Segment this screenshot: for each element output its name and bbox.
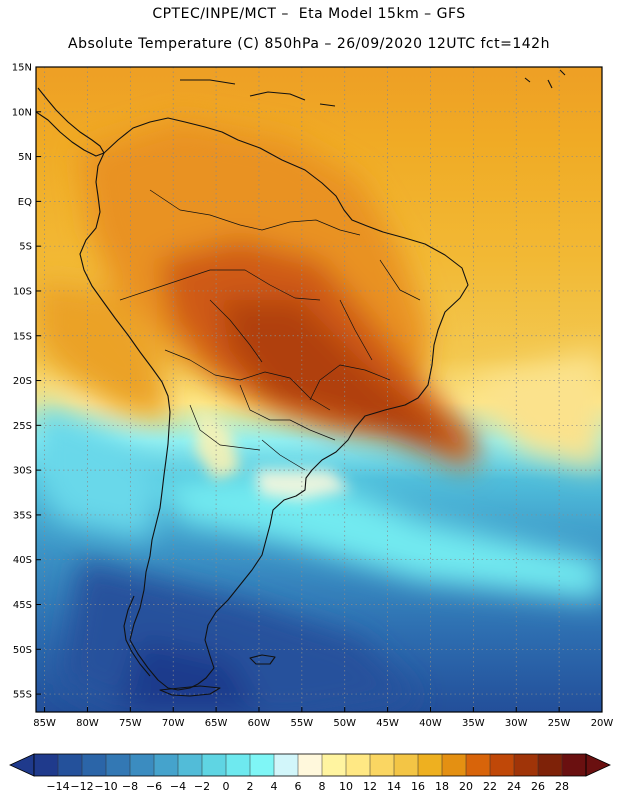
colorbar-swatch <box>106 754 131 776</box>
colorbar-label: 12 <box>363 780 377 793</box>
colorbar-label: 14 <box>387 780 401 793</box>
lat-tick-label: 5N <box>18 152 32 163</box>
colorbar-swatch <box>418 754 443 776</box>
lon-tick-label: 50W <box>333 718 356 729</box>
temperature-field <box>36 67 602 712</box>
colorbar-swatch <box>490 754 515 776</box>
colorbar-swatch <box>298 754 323 776</box>
lon-tick-label: 20W <box>591 718 614 729</box>
lat-tick-label: EQ <box>18 197 32 208</box>
colorbar-swatch <box>178 754 203 776</box>
colorbar-label: −14 <box>46 780 69 793</box>
colorbar-under-arrow <box>9 753 35 777</box>
lon-tick-label: 40W <box>419 718 442 729</box>
colorbar-label: 8 <box>319 780 326 793</box>
colorbar-label: 4 <box>271 780 278 793</box>
south-america-coastline <box>79 117 469 691</box>
lat-tick-label: 20S <box>13 376 32 387</box>
colorbar-label: −10 <box>94 780 117 793</box>
lon-tick-label: 85W <box>33 718 56 729</box>
lat-tick-label: 15S <box>13 331 32 342</box>
colorbar-label: 2 <box>247 780 254 793</box>
colorbar-label: 28 <box>555 780 569 793</box>
colorbar-swatch <box>562 754 587 776</box>
coastlines <box>36 69 566 697</box>
lon-tick-label: 30W <box>505 718 528 729</box>
colorbar-swatch <box>130 754 155 776</box>
lon-tick-label: 75W <box>119 718 142 729</box>
colorbar-label: 22 <box>483 780 497 793</box>
colorbar-swatch <box>370 754 395 776</box>
colorbar-swatch <box>58 754 83 776</box>
lon-tick-label: 45W <box>376 718 399 729</box>
lat-tick-label: 5S <box>19 242 32 253</box>
title-line-2: Absolute Temperature (C) 850hPa – 26/09/… <box>68 36 550 52</box>
lat-tick-label: 15N <box>12 63 32 74</box>
colorbar-swatch <box>250 754 275 776</box>
colorbar-swatch <box>514 754 539 776</box>
lon-tick-label: 25W <box>548 718 571 729</box>
colorbar-label: −6 <box>146 780 162 793</box>
longitude-axis: 85W 80W 75W 70W 65W 60W 55W 50W 45W 40W 35W 30W 25W 2… <box>33 707 613 729</box>
latitude-axis: 15N 10N 5N EQ 5S 10S 15S 20S 25S 30S 35S 40S 45S 50S 5… <box>12 63 41 701</box>
lon-tick-label: 60W <box>248 718 271 729</box>
lat-tick-label: 50S <box>13 645 32 656</box>
colorbar-label: −8 <box>122 780 138 793</box>
colorbar-swatch <box>34 754 59 776</box>
lon-tick-label: 80W <box>76 718 99 729</box>
colorbar-label: 16 <box>411 780 425 793</box>
lon-tick-label: 65W <box>205 718 228 729</box>
lat-tick-label: 10N <box>12 107 32 118</box>
colorbar-swatch <box>82 754 107 776</box>
colorbar-label: −12 <box>70 780 93 793</box>
title-line-1: CPTEC/INPE/MCT – Eta Model 15km – GFS <box>152 6 466 22</box>
falkland-islands <box>249 654 276 665</box>
country-borders <box>119 189 421 471</box>
lat-tick-label: 10S <box>13 286 32 297</box>
colorbar-swatch <box>274 754 299 776</box>
colorbar-label: 20 <box>459 780 473 793</box>
central-america-coastline <box>36 87 105 157</box>
lat-tick-label: 35S <box>13 510 32 521</box>
colorbar-label: −2 <box>194 780 210 793</box>
colorbar-label: 18 <box>435 780 449 793</box>
colorbar-swatch <box>394 754 419 776</box>
lat-tick-label: 40S <box>13 555 32 566</box>
lon-tick-label: 55W <box>291 718 314 729</box>
map-frame <box>35 66 603 713</box>
colorbar-swatch <box>154 754 179 776</box>
colorbar: −14 −12 −10 −8 −6 −4 −2 0 2 4 6 8 10 12 14 16 18 20 22 24 26… <box>9 753 611 793</box>
colorbar-swatch <box>322 754 347 776</box>
chile-archipelago <box>123 595 151 677</box>
colorbar-swatch <box>538 754 563 776</box>
colorbar-label: 26 <box>531 780 545 793</box>
colorbar-label: −4 <box>170 780 186 793</box>
lat-tick-label: 55S <box>13 690 32 701</box>
colorbar-swatch <box>202 754 227 776</box>
colorbar-label: 6 <box>295 780 302 793</box>
lat-tick-label: 30S <box>13 466 32 477</box>
colorbar-swatch <box>226 754 251 776</box>
colorbar-label: 10 <box>339 780 353 793</box>
lat-tick-label: 25S <box>13 421 32 432</box>
lat-tick-label: 45S <box>13 600 32 611</box>
tierra-del-fuego <box>159 685 221 697</box>
colorbar-swatch <box>466 754 491 776</box>
colorbar-label: 0 <box>223 780 230 793</box>
lon-tick-label: 35W <box>462 718 485 729</box>
colorbar-over-arrow <box>585 753 611 777</box>
caribbean-islands <box>180 69 566 107</box>
colorbar-label: 24 <box>507 780 521 793</box>
colorbar-frame <box>33 753 587 777</box>
lon-tick-label: 70W <box>162 718 185 729</box>
colorbar-swatch <box>346 754 371 776</box>
colorbar-swatch <box>442 754 467 776</box>
